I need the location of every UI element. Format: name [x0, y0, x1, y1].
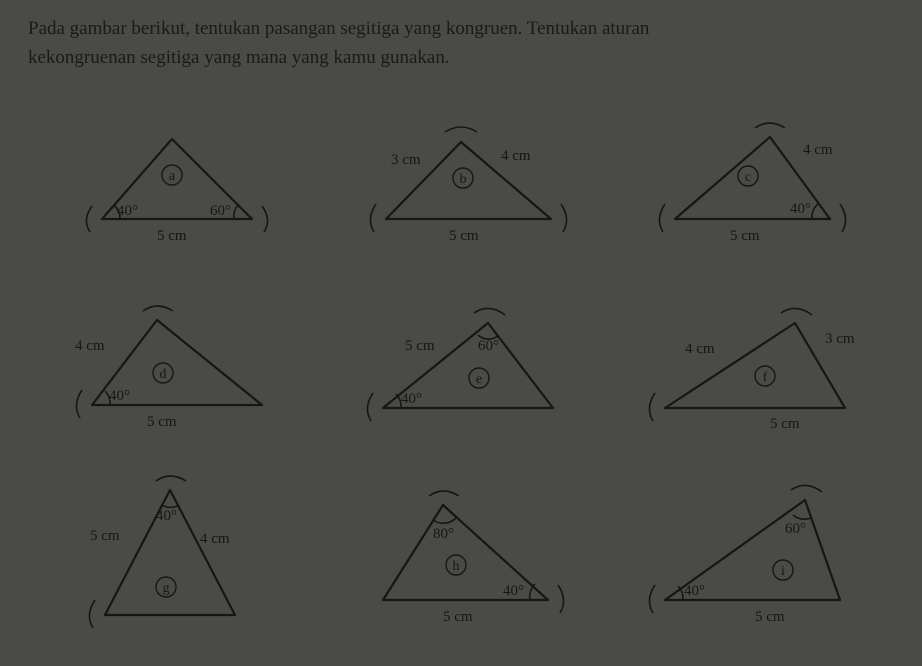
- base-label: 5 cm: [443, 609, 473, 625]
- triangle-c: c 4 cm 40° 5 cm: [605, 83, 894, 270]
- arc-bl: [649, 585, 655, 613]
- triangle-grid: a 40° 60° 5 cm b 3 cm 4 cm 5 cm c: [28, 83, 894, 643]
- side-right: 4 cm: [803, 142, 833, 158]
- letter: a: [169, 169, 176, 184]
- arc-top: [143, 306, 173, 311]
- triangle-d: d 4 cm 40° 5 cm: [28, 270, 317, 457]
- arc-top: [755, 123, 785, 128]
- letter: g: [162, 581, 169, 596]
- letter: f: [762, 370, 767, 385]
- base-label: 5 cm: [449, 228, 479, 244]
- arc-top: [156, 476, 186, 481]
- side-right: 4 cm: [200, 531, 230, 547]
- arc-br: [561, 204, 567, 232]
- base-label: 5 cm: [157, 228, 187, 244]
- base-label: 5 cm: [730, 228, 760, 244]
- side-left: 5 cm: [405, 338, 435, 354]
- arc-bl: [659, 204, 665, 232]
- angle-right: 60°: [210, 203, 231, 219]
- angle-top: 60°: [785, 521, 806, 537]
- side-left: 4 cm: [75, 338, 105, 354]
- triangle-h: h 80° 40° 5 cm: [317, 456, 606, 643]
- letter: d: [160, 367, 167, 382]
- arc-top: [474, 308, 505, 315]
- arc-right: [262, 206, 268, 232]
- base-label: 5 cm: [770, 416, 800, 432]
- side-left: 3 cm: [391, 152, 421, 168]
- arc-bl: [77, 390, 83, 418]
- arc-bl: [368, 393, 374, 421]
- arc-br: [840, 204, 846, 232]
- triangle-shape: [665, 323, 845, 408]
- side-right: 4 cm: [501, 148, 531, 164]
- arc-top: [429, 491, 459, 496]
- angle-top-arc: [433, 518, 456, 523]
- letter: b: [459, 172, 466, 187]
- side-right: 3 cm: [825, 331, 855, 347]
- triangle-a: a 40° 60° 5 cm: [28, 83, 317, 270]
- letter: h: [453, 559, 460, 574]
- triangle-b: b 3 cm 4 cm 5 cm: [317, 83, 606, 270]
- side-left: 5 cm: [90, 528, 120, 544]
- triangle-f: f 4 cm 3 cm 5 cm: [605, 270, 894, 457]
- base-label: 5 cm: [147, 414, 177, 430]
- angle-top: 60°: [478, 338, 499, 354]
- angle-left: 40°: [684, 583, 705, 599]
- angle-left: 40°: [109, 388, 130, 404]
- side-left: 4 cm: [685, 341, 715, 357]
- base-label: 5 cm: [755, 609, 785, 625]
- question-text: Pada gambar berikut, tentukan pasangan s…: [28, 14, 894, 73]
- arc-bl: [649, 393, 655, 421]
- arc-top: [445, 127, 477, 132]
- letter: c: [745, 170, 751, 185]
- angle-left: 40°: [117, 203, 138, 219]
- angle-top: 80°: [433, 526, 454, 542]
- letter: i: [781, 564, 785, 579]
- angle-top-arc: [793, 515, 811, 519]
- angle-left: 40°: [401, 391, 422, 407]
- angle-right: 40°: [503, 583, 524, 599]
- arc-left: [87, 206, 93, 232]
- question-line2: kekongruenan segitiga yang mana yang kam…: [28, 47, 450, 68]
- question-line1: Pada gambar berikut, tentukan pasangan s…: [28, 18, 649, 39]
- triangle-e: e 5 cm 60° 40°: [317, 270, 606, 457]
- arc-bl: [370, 204, 376, 232]
- letter: e: [476, 372, 482, 387]
- arc-br: [558, 585, 564, 613]
- arc-top: [781, 308, 812, 315]
- arc-bl: [89, 600, 95, 628]
- triangle-g: g 5 cm 40° 4 cm: [28, 456, 317, 643]
- triangle-i: i 40° 60° 5 cm: [605, 456, 894, 643]
- angle-right: 40°: [790, 201, 811, 217]
- angle-top: 40°: [156, 508, 177, 524]
- arc-top: [791, 485, 822, 492]
- angle-right-arc: [812, 204, 818, 219]
